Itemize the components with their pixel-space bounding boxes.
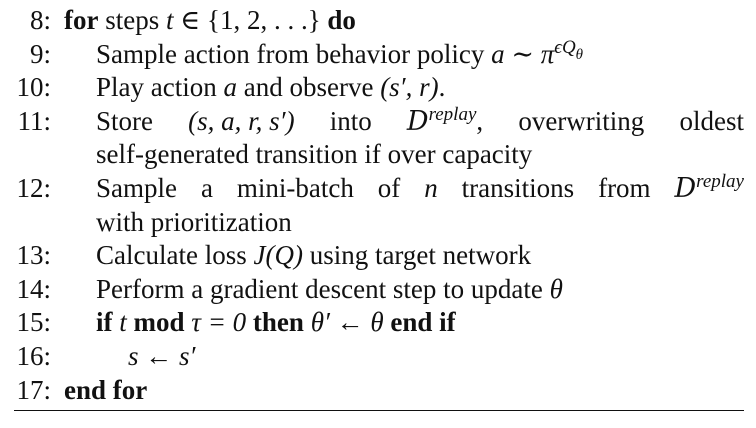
- math-a: a: [491, 38, 505, 69]
- keyword-if: if: [96, 307, 113, 338]
- line-number: 8:: [29, 5, 51, 35]
- algo-line-10: 10: Play action a and observe (s′, r).: [0, 71, 756, 105]
- word: overwriting: [518, 105, 645, 136]
- math-mod: mod: [133, 307, 185, 338]
- keyword-end-if: end if: [390, 307, 456, 338]
- math-tuple: (s, a, r, s′): [188, 105, 295, 136]
- word: Store: [96, 105, 153, 136]
- line-number: 13:: [16, 240, 51, 271]
- math-superscript: replay: [428, 103, 477, 125]
- algo-line-9: 9: Sample action from behavior policy a …: [0, 36, 756, 72]
- algo-line-16: 16: s ← s′: [0, 340, 756, 374]
- algo-line-12: 12: Sample a mini-batch of n transitions…: [0, 170, 756, 206]
- line-number: 11:: [17, 105, 52, 136]
- line-text: self-generated transition if over capaci…: [96, 139, 533, 170]
- line-number: 14:: [16, 273, 51, 304]
- keyword-do: do: [327, 5, 356, 35]
- line-number: 16:: [16, 340, 51, 371]
- line-text: .: [438, 72, 446, 103]
- algo-line-12-cont: with prioritization: [0, 206, 756, 240]
- algo-line-17: 17: end for: [0, 374, 756, 408]
- math-t: t: [119, 307, 127, 338]
- math-theta: θ: [549, 273, 563, 304]
- algo-line-15: 15: if t mod τ = 0 then θ′ ← θ end if: [0, 306, 756, 340]
- math-assign: θ′ ← θ: [310, 307, 384, 338]
- line-text: Play action: [96, 72, 224, 103]
- math-replay-buffer: D: [406, 105, 429, 137]
- algo-line-14: 14: Perform a gradient descent step to u…: [0, 273, 756, 307]
- math-superscript: replay: [696, 170, 744, 192]
- line-text: Calculate loss: [96, 240, 254, 271]
- word: transitions: [461, 172, 575, 203]
- math-assign: s ← s′: [128, 340, 196, 371]
- bottom-rule: [14, 410, 744, 411]
- line-number: 9:: [29, 38, 51, 69]
- line-text: steps: [98, 5, 166, 35]
- algorithm-block: 8: for steps t ∈ {1, 2, . . .} do 9: Sam…: [0, 4, 756, 407]
- math-a: a: [223, 72, 237, 103]
- math-pair: (s′, r): [380, 72, 439, 103]
- line-text: using target network: [302, 240, 532, 271]
- word: from: [598, 172, 651, 203]
- math-pi: π: [540, 38, 555, 69]
- word: into: [329, 105, 372, 136]
- algo-line-13: 13: Calculate loss J(Q) using target net…: [0, 239, 756, 273]
- line-number: 17:: [16, 374, 51, 405]
- line-text: with prioritization: [96, 206, 292, 237]
- line-number: 12:: [16, 172, 51, 203]
- math-loss: J(Q): [253, 240, 303, 271]
- line-text: Perform a gradient descent step to updat…: [96, 273, 550, 304]
- word: Sample: [96, 172, 177, 203]
- algo-line-11: 11: Store (s, a, r, s′) into Dreplay, ov…: [0, 103, 756, 139]
- math-replay-buffer: D: [674, 172, 697, 204]
- math-condition: τ = 0: [191, 307, 247, 338]
- algo-line-11-cont: self-generated transition if over capaci…: [0, 138, 756, 172]
- word: oldest: [679, 105, 744, 136]
- word: ,: [476, 105, 484, 136]
- line-text: Sample action from behavior policy: [96, 38, 492, 69]
- line-number: 15:: [16, 307, 51, 338]
- math-set: ∈ {1, 2, . . .}: [173, 5, 328, 35]
- keyword-then: then: [252, 307, 304, 338]
- line-text: and observe: [236, 72, 381, 103]
- word: a: [200, 172, 213, 203]
- math-t: t: [165, 5, 174, 35]
- keyword-end-for: end for: [64, 374, 148, 405]
- word: of: [377, 172, 401, 203]
- word: mini-batch: [236, 172, 354, 203]
- line-number: 10:: [16, 72, 51, 103]
- math-sim: ∼: [504, 38, 541, 69]
- math-n: n: [424, 172, 438, 203]
- algo-line-8: 8: for steps t ∈ {1, 2, . . .} do: [0, 4, 756, 38]
- math-subscript: θ: [575, 46, 584, 63]
- math-superscript: ϵQ: [554, 36, 576, 58]
- keyword-for: for: [64, 5, 99, 35]
